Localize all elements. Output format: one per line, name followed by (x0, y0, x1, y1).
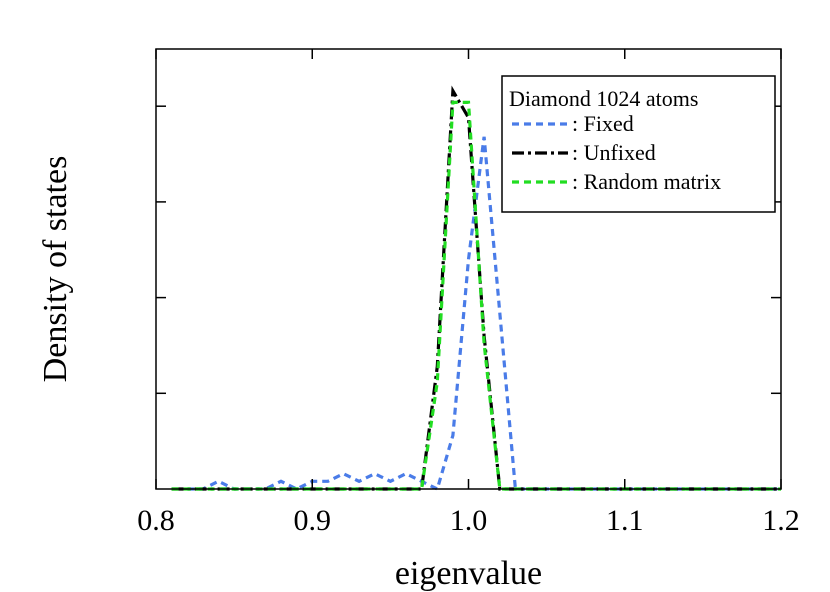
x-axis-label: eigenvalue (395, 555, 542, 592)
ticks-layer: 0.8 0.9 1.0 1.1 1.2 (137, 49, 800, 537)
x-tick-label: 0.9 (294, 504, 332, 537)
legend-entries: : Fixed : Unfixed : Random matrix (512, 111, 721, 194)
legend: Diamond 1024 atoms : Fixed : Unfixed : Ran… (501, 75, 776, 213)
x-tick-label: 1.0 (450, 504, 488, 537)
y-axis-label: Density of states (37, 156, 74, 383)
legend-box (501, 75, 776, 213)
legend-entry-label: : Unfixed (572, 140, 656, 165)
x-tick-label: 0.8 (137, 504, 175, 537)
legend-title: Diamond 1024 atoms (509, 86, 698, 111)
x-tick-label: 1.1 (606, 504, 644, 537)
x-tick-label: 1.2 (762, 504, 800, 537)
legend-entry-label: : Fixed (572, 111, 634, 136)
legend-entry-label: : Random matrix (572, 169, 721, 194)
